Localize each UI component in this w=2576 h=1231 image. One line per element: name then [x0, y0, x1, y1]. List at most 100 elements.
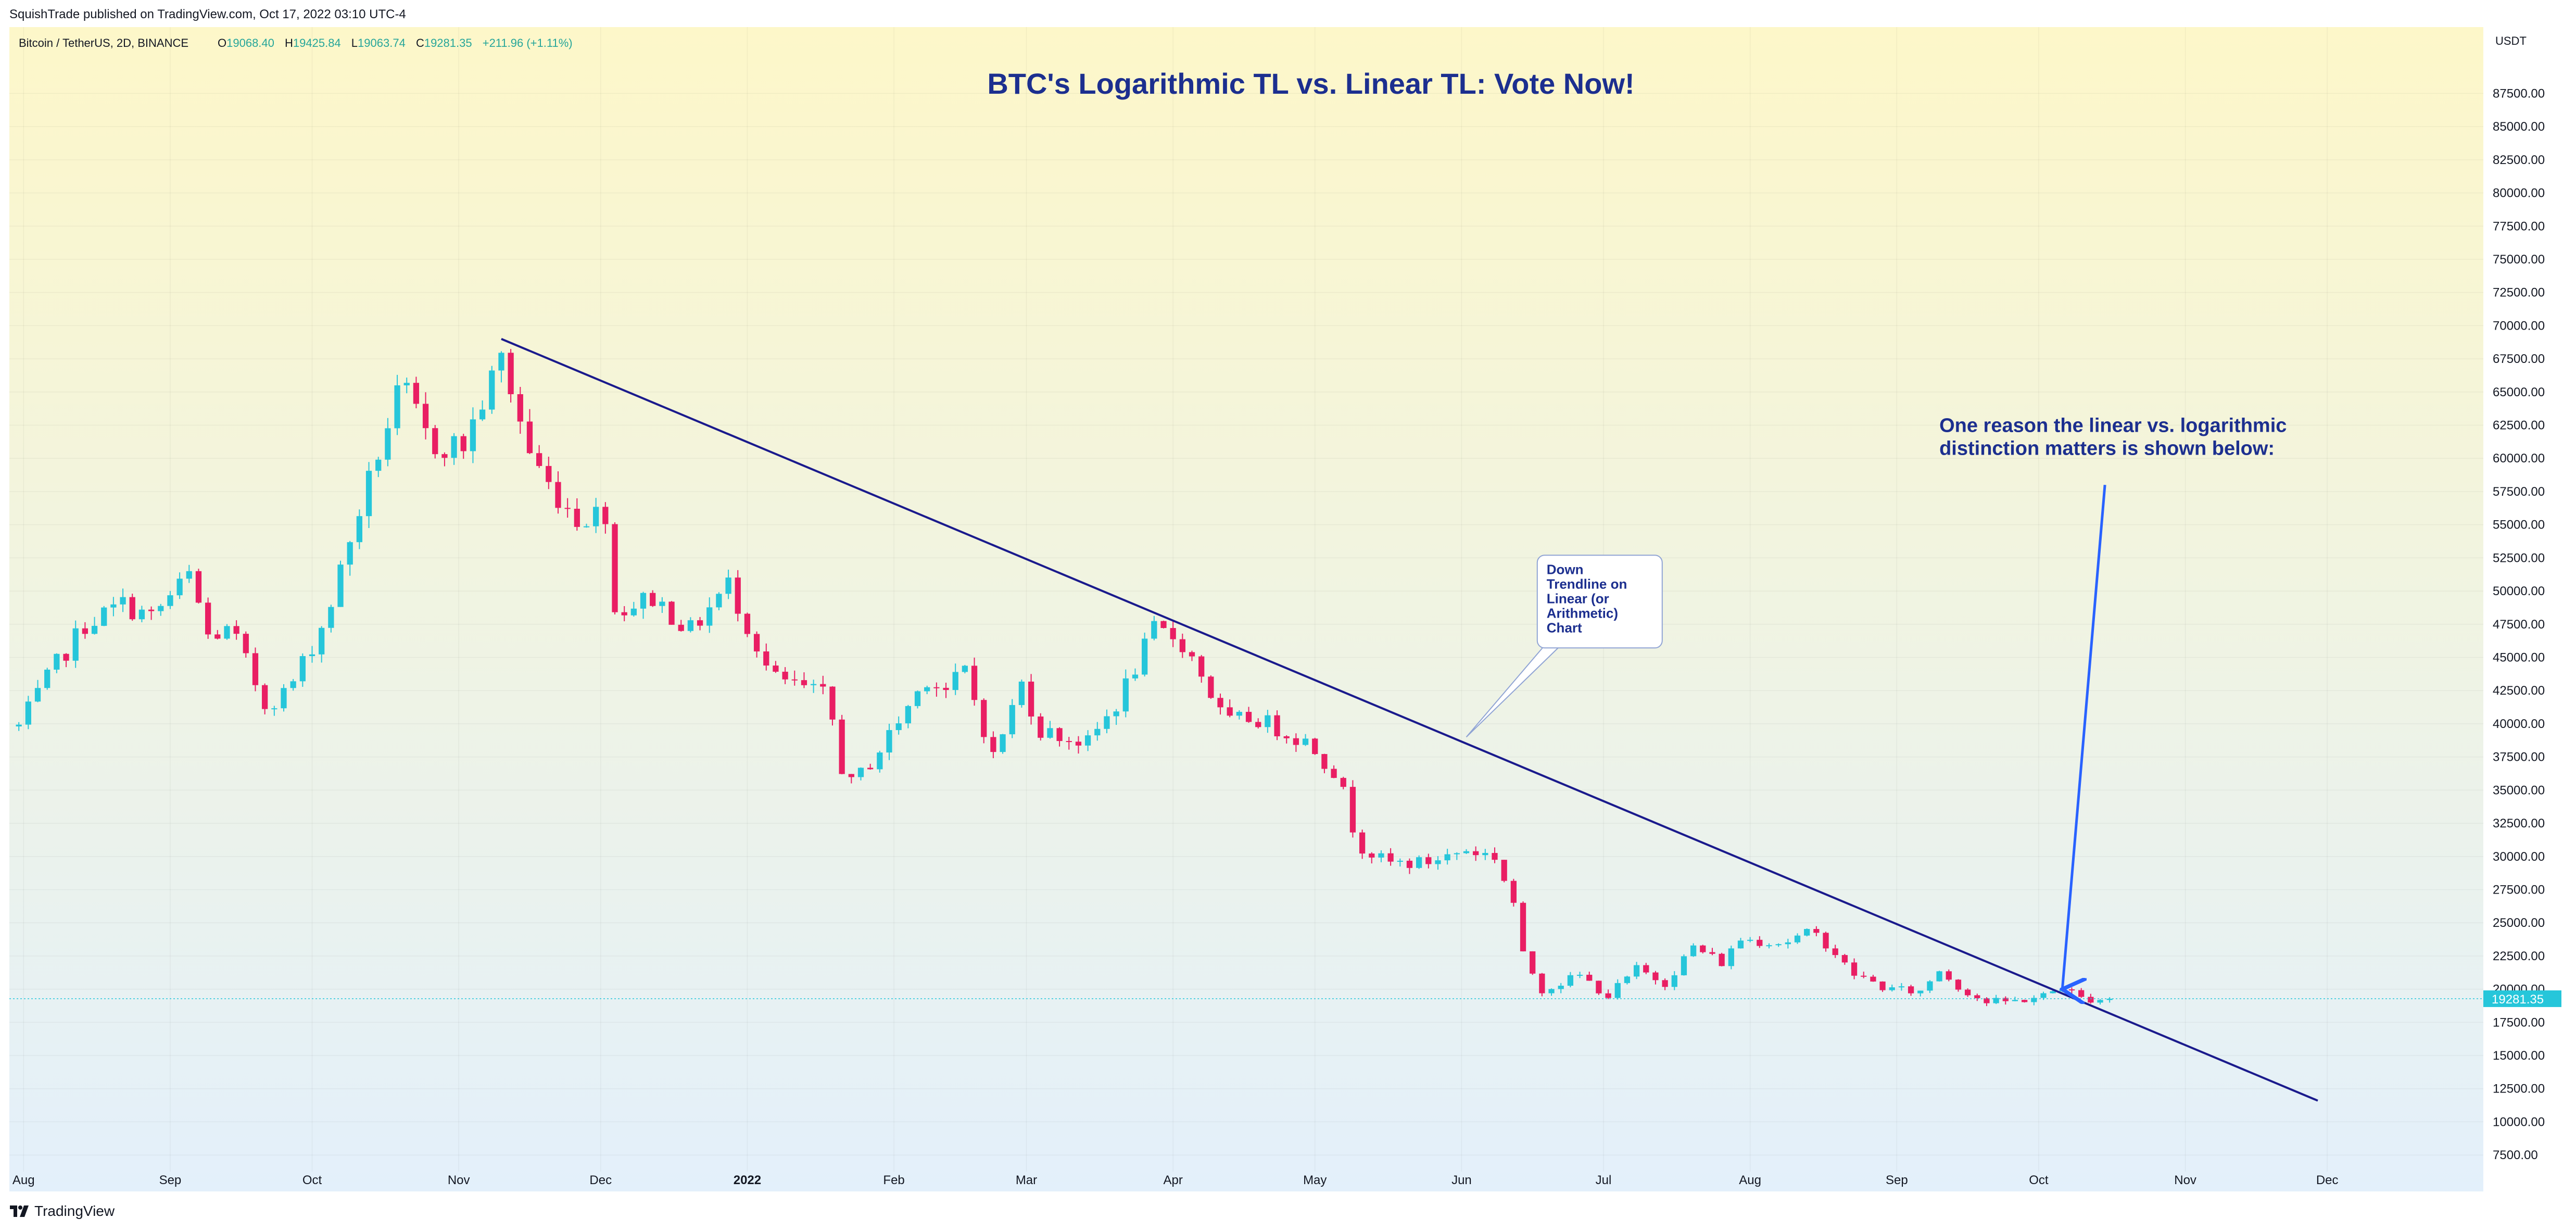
candle-body: [1576, 974, 1583, 976]
candle-body: [1018, 681, 1025, 705]
candle-body: [981, 700, 987, 737]
high-value: 19425.84: [293, 36, 341, 49]
candle-body: [309, 654, 315, 656]
candle-body: [877, 752, 883, 770]
candle-body: [564, 508, 571, 509]
chart-title: BTC's Logarithmic TL vs. Linear TL: Vote…: [987, 67, 1634, 100]
candle-body: [1416, 857, 1422, 868]
candle-body: [1861, 975, 1867, 977]
candle-body: [110, 604, 117, 608]
candle-body: [1851, 962, 1858, 976]
price-tick-label: 17500.00: [2493, 1015, 2545, 1029]
candle-body: [1766, 945, 1772, 947]
candle-body: [479, 409, 486, 420]
candle-body: [1378, 853, 1384, 858]
candle-body: [1094, 728, 1101, 736]
candle-body: [2002, 998, 2009, 1001]
price-tick-label: 85000.00: [2493, 120, 2545, 134]
candle-body: [2059, 989, 2065, 991]
price-tick-label: 40000.00: [2493, 717, 2545, 731]
price-tick-label: 77500.00: [2493, 219, 2545, 233]
candle-body: [1009, 705, 1015, 735]
grid-lines: [9, 27, 2483, 1172]
price-tick-label: 80000.00: [2493, 186, 2545, 200]
candle-body: [706, 607, 713, 626]
candle-body: [1898, 986, 1905, 988]
candle-body: [1189, 652, 1195, 657]
price-tick-label: 65000.00: [2493, 385, 2545, 399]
candle-body: [1823, 933, 1829, 949]
candle-body: [1425, 857, 1432, 864]
candle-body: [1520, 902, 1526, 951]
candle-body: [1879, 981, 1886, 990]
candle-body: [1245, 712, 1252, 722]
callout-text-line: Arithmetic): [1547, 605, 1618, 621]
candle-body: [971, 665, 978, 700]
candle-body: [1936, 971, 1942, 982]
candle-body: [1889, 987, 1895, 990]
price-axis[interactable]: 87500.00 85000.00 82500.00 80000.00 77500.00…: [2483, 86, 2561, 1162]
candle-body: [2031, 998, 2037, 1002]
candle-body: [2050, 991, 2056, 994]
candle-body: [1274, 715, 1280, 736]
price-tick-label: 47500.00: [2493, 618, 2545, 632]
candle-body: [2012, 1000, 2018, 1001]
candle-body: [470, 419, 476, 451]
time-tick-label: Aug: [12, 1173, 35, 1187]
candle-body: [1747, 939, 1753, 941]
price-tick-label: 50000.00: [2493, 584, 2545, 598]
candle-body: [839, 719, 845, 774]
candle-body: [1955, 979, 1962, 990]
candle-body: [1160, 621, 1167, 629]
candle-body: [1530, 951, 1536, 974]
candle-body: [195, 571, 202, 603]
chart-area[interactable]: Down Trendline on Linear (or Arithmetic) Cha…: [9, 27, 2567, 1191]
candle-body: [1548, 989, 1555, 994]
candle-body: [1283, 736, 1290, 738]
candle-body: [990, 737, 996, 752]
candle-body: [63, 654, 69, 661]
time-tick-label: Nov: [448, 1173, 470, 1187]
candle-body: [82, 628, 89, 634]
time-axis[interactable]: Aug Sep Oct Nov Dec 2022 Feb Mar Apr May Jun Jul Aug…: [12, 1173, 2339, 1187]
time-tick-label: Aug: [1739, 1173, 1761, 1187]
candle-body: [205, 602, 211, 635]
candle-body: [1671, 975, 1677, 987]
open-label: O: [218, 36, 226, 49]
last-price-label-bg: [2483, 990, 2561, 1007]
change-value: +211.96 (+1.11%): [483, 36, 573, 49]
candle-body: [1075, 742, 1082, 746]
candle-body: [1000, 734, 1006, 752]
time-tick-label: Jun: [1451, 1173, 1472, 1187]
candle-body: [214, 634, 221, 639]
candle-body: [508, 353, 514, 394]
annotation-text-line: One reason the linear vs. logarithmic: [1939, 414, 2287, 436]
trendline[interactable]: [501, 338, 2318, 1102]
candle-body: [2068, 989, 2075, 990]
candle-body: [1179, 639, 1185, 652]
candle-body: [1454, 853, 1460, 855]
close-value: 19281.35: [424, 36, 472, 49]
candle-body: [735, 577, 741, 614]
candle-body: [1984, 998, 1990, 1003]
candle-body: [1132, 674, 1139, 679]
candle-body: [536, 453, 542, 466]
candle-body: [1397, 860, 1403, 862]
candle-body: [1028, 681, 1034, 717]
candle-body: [1728, 948, 1734, 966]
candle-body: [1047, 728, 1053, 738]
candle-body: [1614, 983, 1621, 998]
candle-body: [1473, 851, 1479, 856]
candle-body: [1558, 985, 1564, 989]
tradingview-brand[interactable]: TradingView: [9, 1203, 115, 1220]
time-tick-label: Sep: [159, 1173, 182, 1187]
candle-body: [1633, 965, 1640, 977]
candle-body: [753, 634, 760, 652]
candle-body: [1813, 929, 1820, 933]
candle-body: [1208, 676, 1214, 698]
candle-body: [1331, 769, 1337, 778]
price-tick-label: 25000.00: [2493, 916, 2545, 930]
candle-body: [2088, 997, 2094, 1003]
price-tick-label: 35000.00: [2493, 783, 2545, 797]
